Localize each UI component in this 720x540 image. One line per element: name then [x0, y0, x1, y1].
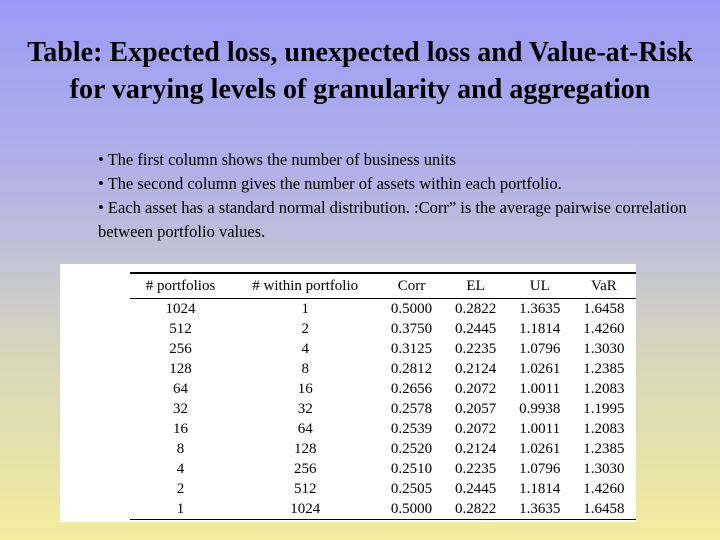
cell-corr: 0.2520 — [390, 441, 433, 457]
cell-var: 1.3030 — [583, 341, 625, 357]
cell-ul: 1.3635 — [519, 501, 561, 517]
bullet-item: • The second column gives the number of … — [98, 174, 562, 193]
cell-within-portfolio: 16 — [297, 381, 313, 397]
bullet-item: • The first column shows the number of b… — [98, 150, 456, 169]
cell-ul: 1.3635 — [519, 301, 561, 317]
cell-var: 1.2083 — [583, 421, 625, 437]
cell-corr: 0.2812 — [390, 361, 433, 377]
cell-var: 1.2385 — [583, 361, 625, 377]
cell-el: 0.2124 — [454, 441, 497, 457]
cell-ul: 0.9938 — [519, 401, 561, 417]
column-header-el: EL — [466, 278, 485, 294]
table-row: 32 32 0.2578 0.2057 0.9938 1.1995 — [130, 399, 636, 419]
cell-var: 1.4260 — [583, 321, 625, 337]
table-row: 8 128 0.2520 0.2124 1.0261 1.2385 — [130, 439, 636, 459]
cell-ul: 1.0796 — [519, 461, 561, 477]
cell-el: 0.2072 — [454, 421, 497, 437]
cell-portfolios: 2 — [176, 481, 185, 497]
cell-portfolios: 4 — [176, 461, 185, 477]
cell-corr: 0.3750 — [390, 321, 433, 337]
cell-within-portfolio: 1 — [301, 301, 309, 317]
cell-ul: 1.0261 — [519, 441, 561, 457]
cell-el: 0.2822 — [454, 301, 497, 317]
table-row: 512 2 0.3750 0.2445 1.1814 1.4260 — [130, 319, 636, 339]
cell-within-portfolio: 64 — [297, 421, 313, 437]
table-row: 1024 1 0.5000 0.2822 1.3635 1.6458 — [130, 299, 636, 320]
cell-within-portfolio: 1024 — [290, 501, 321, 517]
cell-var: 1.2083 — [583, 381, 625, 397]
table-header-row: # portfolios # within portfolio Corr EL … — [130, 273, 636, 299]
cell-var: 1.1995 — [583, 401, 625, 417]
cell-el: 0.2235 — [454, 341, 497, 357]
cell-within-portfolio: 256 — [293, 461, 317, 477]
bullet-list: • The first column shows the number of b… — [98, 148, 708, 244]
cell-within-portfolio: 2 — [301, 321, 309, 337]
cell-corr: 0.2539 — [390, 421, 433, 437]
cell-within-portfolio: 512 — [293, 481, 317, 497]
slide-title: Table: Expected loss, unexpected loss an… — [27, 37, 693, 105]
table-row: 256 4 0.3125 0.2235 1.0796 1.3030 — [130, 339, 636, 359]
cell-corr: 0.2510 — [390, 461, 433, 477]
column-header-corr: Corr — [397, 278, 426, 294]
cell-corr: 0.3125 — [390, 341, 433, 357]
table-row: 1 1024 0.5000 0.2822 1.3635 1.6458 — [130, 499, 636, 520]
bullet-item: • Each asset has a standard normal distr… — [98, 198, 687, 241]
column-header-ul: UL — [529, 278, 550, 294]
table-image-panel: # portfolios # within portfolio Corr EL … — [60, 264, 636, 522]
cell-portfolios: 1024 — [165, 301, 196, 317]
cell-var: 1.2385 — [583, 441, 625, 457]
table-row: 16 64 0.2539 0.2072 1.0011 1.2083 — [130, 419, 636, 439]
cell-ul: 1.1814 — [519, 321, 561, 337]
cell-ul: 1.1814 — [519, 481, 561, 497]
cell-ul: 1.0261 — [519, 361, 561, 377]
cell-el: 0.2235 — [454, 461, 497, 477]
cell-var: 1.6458 — [583, 301, 625, 317]
cell-var: 1.6458 — [583, 501, 625, 517]
table-row: 4 256 0.2510 0.2235 1.0796 1.3030 — [130, 459, 636, 479]
table-body: 1024 1 0.5000 0.2822 1.3635 1.6458 512 2 0.3750 0… — [130, 299, 636, 520]
cell-el: 0.2822 — [454, 501, 497, 517]
column-header-var: VaR — [590, 278, 617, 294]
cell-corr: 0.5000 — [390, 301, 433, 317]
cell-within-portfolio: 32 — [297, 401, 313, 417]
cell-ul: 1.0011 — [519, 381, 561, 397]
cell-ul: 1.0796 — [519, 341, 561, 357]
table-row: 2 512 0.2505 0.2445 1.1814 1.4260 — [130, 479, 636, 499]
cell-var: 1.4260 — [583, 481, 625, 497]
results-table: # portfolios # within portfolio Corr EL … — [130, 272, 636, 520]
cell-corr: 0.2578 — [390, 401, 433, 417]
cell-ul: 1.0011 — [519, 421, 561, 437]
table-row: 64 16 0.2656 0.2072 1.0011 1.2083 — [130, 379, 636, 399]
cell-el: 0.2057 — [454, 401, 497, 417]
cell-corr: 0.2505 — [390, 481, 433, 497]
cell-portfolios: 1 — [176, 501, 185, 517]
column-header-portfolios: # portfolios — [145, 278, 216, 294]
column-header-within-portfolio: # within portfolio — [252, 278, 359, 294]
cell-within-portfolio: 128 — [293, 441, 317, 457]
cell-el: 0.2072 — [454, 381, 497, 397]
table-row: 128 8 0.2812 0.2124 1.0261 1.2385 — [130, 359, 636, 379]
cell-portfolios: 512 — [169, 321, 192, 337]
cell-within-portfolio: 4 — [301, 341, 309, 357]
cell-var: 1.3030 — [583, 461, 625, 477]
cell-portfolios: 16 — [173, 421, 189, 437]
cell-portfolios: 32 — [173, 401, 189, 417]
cell-corr: 0.2656 — [390, 381, 433, 397]
cell-portfolios: 128 — [169, 361, 192, 377]
cell-portfolios: 256 — [169, 341, 192, 357]
cell-corr: 0.5000 — [390, 501, 433, 517]
cell-el: 0.2124 — [454, 361, 497, 377]
cell-el: 0.2445 — [454, 321, 497, 337]
cell-el: 0.2445 — [454, 481, 497, 497]
cell-within-portfolio: 8 — [301, 361, 309, 377]
cell-portfolios: 8 — [176, 441, 185, 457]
cell-portfolios: 64 — [173, 381, 189, 397]
